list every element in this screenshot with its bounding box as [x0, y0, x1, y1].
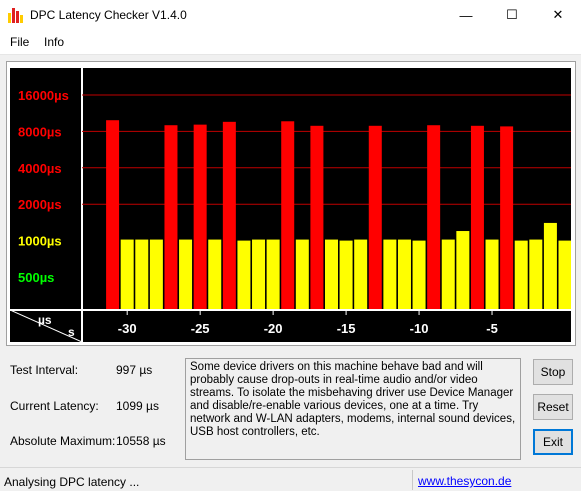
latency-bar — [106, 120, 120, 310]
latency-bar — [222, 121, 236, 309]
status-bar: Analysing DPC latency ... — [0, 467, 581, 491]
y-tick-label: 2000µs — [18, 197, 62, 212]
absolute-maximum-value: 10558 µs — [116, 434, 166, 448]
latency-bar — [179, 239, 193, 309]
exit-button[interactable]: Exit — [533, 429, 573, 455]
latency-bar — [252, 239, 266, 309]
status-text: Analysing DPC latency ... — [4, 475, 140, 489]
latency-bar — [397, 239, 411, 309]
latency-bar — [237, 240, 251, 309]
latency-bar — [368, 125, 382, 309]
close-button[interactable]: ✕ — [535, 0, 581, 30]
latency-bar — [485, 239, 499, 309]
x-tick-label: -20 — [264, 321, 283, 336]
latency-bar — [310, 125, 324, 309]
y-unit-label: µs — [38, 313, 52, 327]
y-tick-label: 8000µs — [18, 124, 62, 139]
latency-bar — [441, 239, 455, 309]
title-bar[interactable]: DPC Latency Checker V1.4.0 — ☐ ✕ — [0, 0, 581, 30]
latency-bar — [383, 239, 397, 309]
latency-bar — [456, 231, 470, 309]
y-tick-label: 16000µs — [18, 88, 69, 103]
close-icon: ✕ — [552, 7, 564, 22]
latency-bar — [266, 239, 280, 309]
window-title: DPC Latency Checker V1.4.0 — [30, 8, 187, 22]
latency-bar — [412, 240, 426, 309]
corner-diagonal — [10, 309, 83, 342]
latency-bar — [164, 125, 178, 310]
y-tick-label: 1000µs — [18, 234, 62, 249]
latency-bar — [529, 239, 543, 309]
minimize-button[interactable]: — — [443, 0, 489, 30]
x-tick-label: -10 — [410, 321, 429, 336]
info-textbox[interactable]: Some device drivers on this machine beha… — [185, 358, 521, 460]
latency-bar — [281, 121, 295, 309]
latency-chart: 16000µs 8000µs 4000µs 2000µs 1000µs 500µs -30… — [10, 68, 571, 342]
latency-bar — [558, 240, 571, 309]
latency-bar — [339, 240, 353, 309]
current-latency-value: 1099 µs — [116, 399, 159, 413]
menu-info[interactable]: Info — [44, 35, 65, 49]
latency-bar — [470, 125, 484, 309]
latency-bar — [427, 125, 441, 310]
y-tick-label: 500µs — [18, 270, 54, 285]
x-tick-label: -5 — [486, 321, 498, 336]
website-link[interactable]: www.thesycon.de — [418, 474, 512, 488]
latency-bar — [120, 239, 134, 309]
latency-bar — [354, 239, 368, 309]
y-tick-label: 4000µs — [18, 161, 62, 176]
test-interval-value: 997 µs — [116, 363, 153, 377]
absolute-maximum-label: Absolute Maximum: — [10, 434, 116, 448]
latency-bar — [514, 240, 528, 309]
latency-bar — [149, 239, 163, 309]
latency-bar — [193, 124, 207, 309]
minimize-icon: — — [459, 7, 473, 23]
x-tick-label: -30 — [118, 321, 137, 336]
latency-bar — [135, 239, 149, 309]
maximize-button[interactable]: ☐ — [489, 0, 535, 30]
test-interval-label: Test Interval: — [10, 363, 79, 377]
x-tick-label: -15 — [337, 321, 356, 336]
x-unit-label: s — [68, 325, 75, 339]
latency-bar — [500, 126, 514, 309]
stop-button[interactable]: Stop — [533, 359, 573, 385]
app-icon — [8, 8, 23, 23]
menu-file[interactable]: File — [10, 35, 30, 49]
x-tick-label: -25 — [191, 321, 210, 336]
menu-bar: File Info — [0, 30, 581, 55]
status-divider — [412, 470, 413, 490]
current-latency-label: Current Latency: — [10, 399, 99, 413]
latency-bar — [295, 239, 309, 309]
latency-bar — [543, 222, 557, 309]
latency-bar — [325, 239, 338, 309]
maximize-icon: ☐ — [506, 7, 518, 22]
reset-button[interactable]: Reset — [533, 394, 573, 420]
latency-bar — [208, 239, 222, 309]
